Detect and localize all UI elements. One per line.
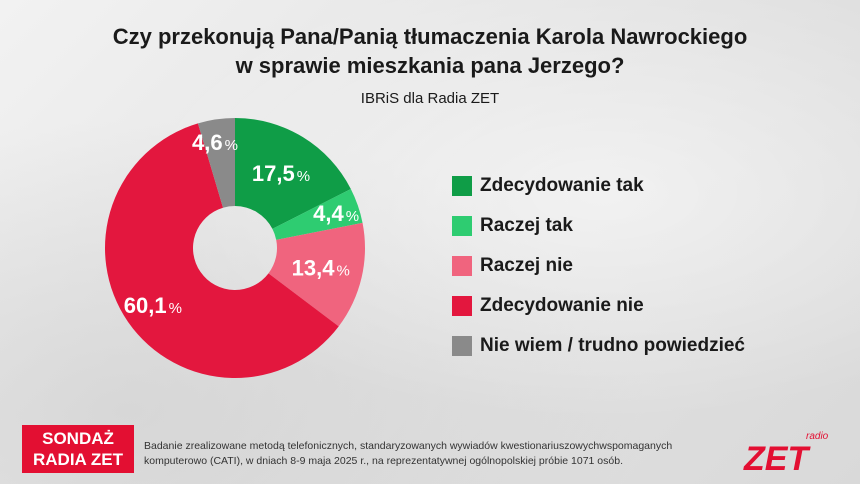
legend-label: Raczej tak (480, 215, 573, 236)
sondaz-logo: SONDAŻ RADIA ZET (22, 425, 134, 473)
brand-small-text: radio (806, 431, 829, 442)
legend-item-2: Raczej tak (452, 215, 745, 236)
legend-label: Zdecydowanie nie (480, 295, 644, 316)
slice-label-3: 13,4% (292, 256, 350, 281)
methodology-note: Badanie zrealizowane metodą telefoniczny… (144, 439, 734, 469)
footnote-line-1: Badanie zrealizowane metodą telefoniczny… (144, 440, 673, 452)
legend-item-4: Zdecydowanie nie (452, 295, 745, 316)
pie-slice-1 (235, 118, 351, 229)
title-line-1: Czy przekonują Pana/Panią tłumaczenia Ka… (112, 24, 748, 49)
legend-label: Zdecydowanie tak (480, 175, 644, 196)
legend-item-3: Raczej nie (452, 255, 745, 276)
radio-zet-logo: radio ZET (743, 431, 829, 474)
pie-slice-2 (272, 188, 363, 240)
legend-swatch (452, 336, 472, 356)
footnote-line-2: komputerowo (CATI), w dniach 8-9 maja 20… (144, 455, 623, 467)
legend-item-1: Zdecydowanie tak (452, 175, 745, 196)
slice-label-2: 4,4% (313, 201, 359, 226)
brand-big-text: ZET (743, 440, 811, 474)
legend-swatch (452, 216, 472, 236)
slice-label-5: 4,6% (192, 130, 238, 155)
legend-swatch (452, 296, 472, 316)
slice-label-4: 60,1% (124, 293, 182, 318)
legend: Zdecydowanie tak Raczej tak Raczej nie Zdec… (452, 175, 745, 376)
logo-line-2: RADIA ZET (32, 450, 124, 469)
title-line-2: w sprawie mieszkania pana Jerzego? (235, 53, 625, 78)
chart-subtitle: IBRiS dla Radia ZET (360, 90, 500, 107)
pie-slice-4 (105, 123, 339, 378)
logo-line-1: SONDAŻ (42, 429, 114, 448)
pie-slice-3 (268, 222, 366, 327)
legend-item-5: Nie wiem / trudno powiedzieć (452, 335, 745, 356)
chart-title: Czy przekonują Pana/Panią tłumaczenia Ka… (0, 22, 860, 80)
legend-label: Raczej nie (480, 255, 573, 276)
legend-swatch (452, 256, 472, 276)
legend-label: Nie wiem / trudno powiedzieć (480, 335, 745, 356)
legend-swatch (452, 176, 472, 196)
pie-slice-5 (197, 118, 235, 208)
slice-label-1: 17,5% (252, 161, 310, 186)
